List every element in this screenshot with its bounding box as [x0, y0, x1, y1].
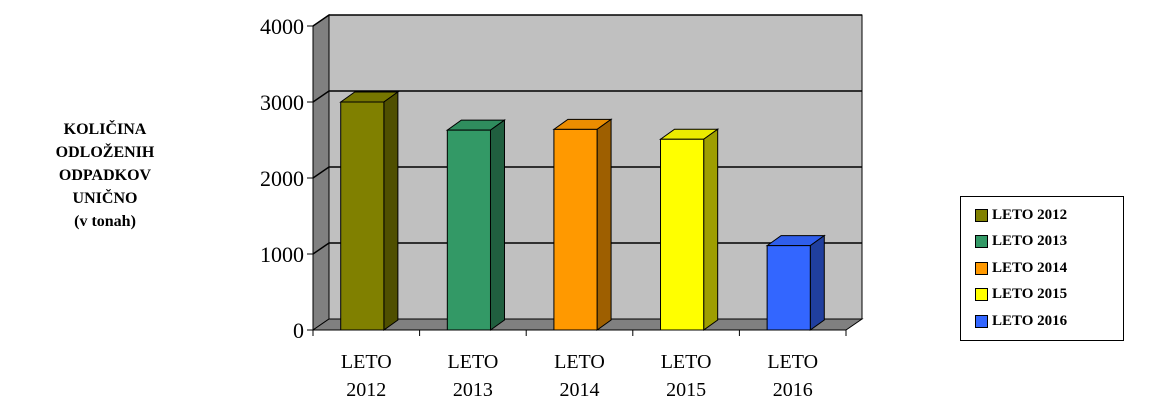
- bar-side: [383, 91, 399, 331]
- x-tick-label: LETO: [341, 351, 392, 373]
- legend-label: LETO 2014: [992, 259, 1068, 276]
- bar: [339, 91, 400, 331]
- y-tick-label: 4000: [260, 14, 304, 39]
- y-tick-label: 0: [293, 318, 304, 343]
- x-tick-label: 2015: [666, 379, 706, 401]
- legend-swatch: [975, 235, 988, 249]
- x-tick-label: LETO: [448, 351, 499, 373]
- legend-item: LETO 2014: [975, 255, 1123, 282]
- bar-side: [596, 118, 612, 331]
- legend: LETO 2012 LETO 2013 LETO 2014 LETO 2015 …: [960, 196, 1124, 341]
- bar: [552, 118, 613, 331]
- legend-swatch: [975, 288, 988, 302]
- legend-label: LETO 2013: [992, 233, 1068, 250]
- y-tick-label: 3000: [260, 90, 304, 115]
- legend-item: LETO 2015: [975, 282, 1123, 309]
- bar: [658, 128, 720, 331]
- bar-side: [703, 128, 719, 331]
- x-tick-label: LETO: [767, 351, 818, 373]
- x-tick-label: 2013: [453, 379, 493, 401]
- legend-swatch: [975, 208, 988, 222]
- x-tick-label: 2014: [560, 379, 600, 401]
- legend-label: LETO 2015: [992, 286, 1068, 303]
- legend-item: LETO 2012: [975, 202, 1123, 229]
- bar-front: [766, 245, 811, 331]
- y-axis-label-line: (v tonah): [74, 213, 136, 230]
- y-tick-label: 2000: [260, 166, 304, 191]
- x-tick-label: 2016: [773, 379, 813, 401]
- y-axis-label-line: ODLOŽENIH: [55, 144, 155, 161]
- x-tick-label: 2012: [346, 379, 386, 401]
- x-tick-label: LETO: [554, 351, 605, 373]
- legend-swatch: [975, 314, 988, 328]
- legend-item: LETO 2013: [975, 229, 1123, 256]
- bar-front: [553, 128, 598, 331]
- y-tick-label: 1000: [260, 242, 304, 267]
- x-tick-label: LETO: [661, 351, 712, 373]
- bar: [765, 234, 826, 331]
- bar-front: [446, 129, 491, 331]
- bar-front: [340, 101, 385, 331]
- bar-side: [809, 234, 825, 331]
- legend-swatch: [975, 261, 988, 275]
- bar-side: [489, 119, 505, 331]
- y-axis-label-line: UNIČNO: [72, 190, 138, 207]
- legend-label: LETO 2012: [992, 206, 1068, 223]
- bar: [445, 119, 507, 331]
- y-axis-label-line: ODPADKOV: [58, 167, 152, 184]
- bar-front: [660, 138, 705, 331]
- gridline: [312, 14, 862, 27]
- y-axis-label: KOLIČINA ODLOŽENIH ODPADKOV UNIČNO (v to…: [20, 118, 190, 233]
- legend-label: LETO 2016: [992, 312, 1068, 329]
- gridline: [312, 90, 862, 103]
- legend-item: LETO 2016: [975, 308, 1123, 335]
- y-axis-label-line: KOLIČINA: [63, 121, 147, 138]
